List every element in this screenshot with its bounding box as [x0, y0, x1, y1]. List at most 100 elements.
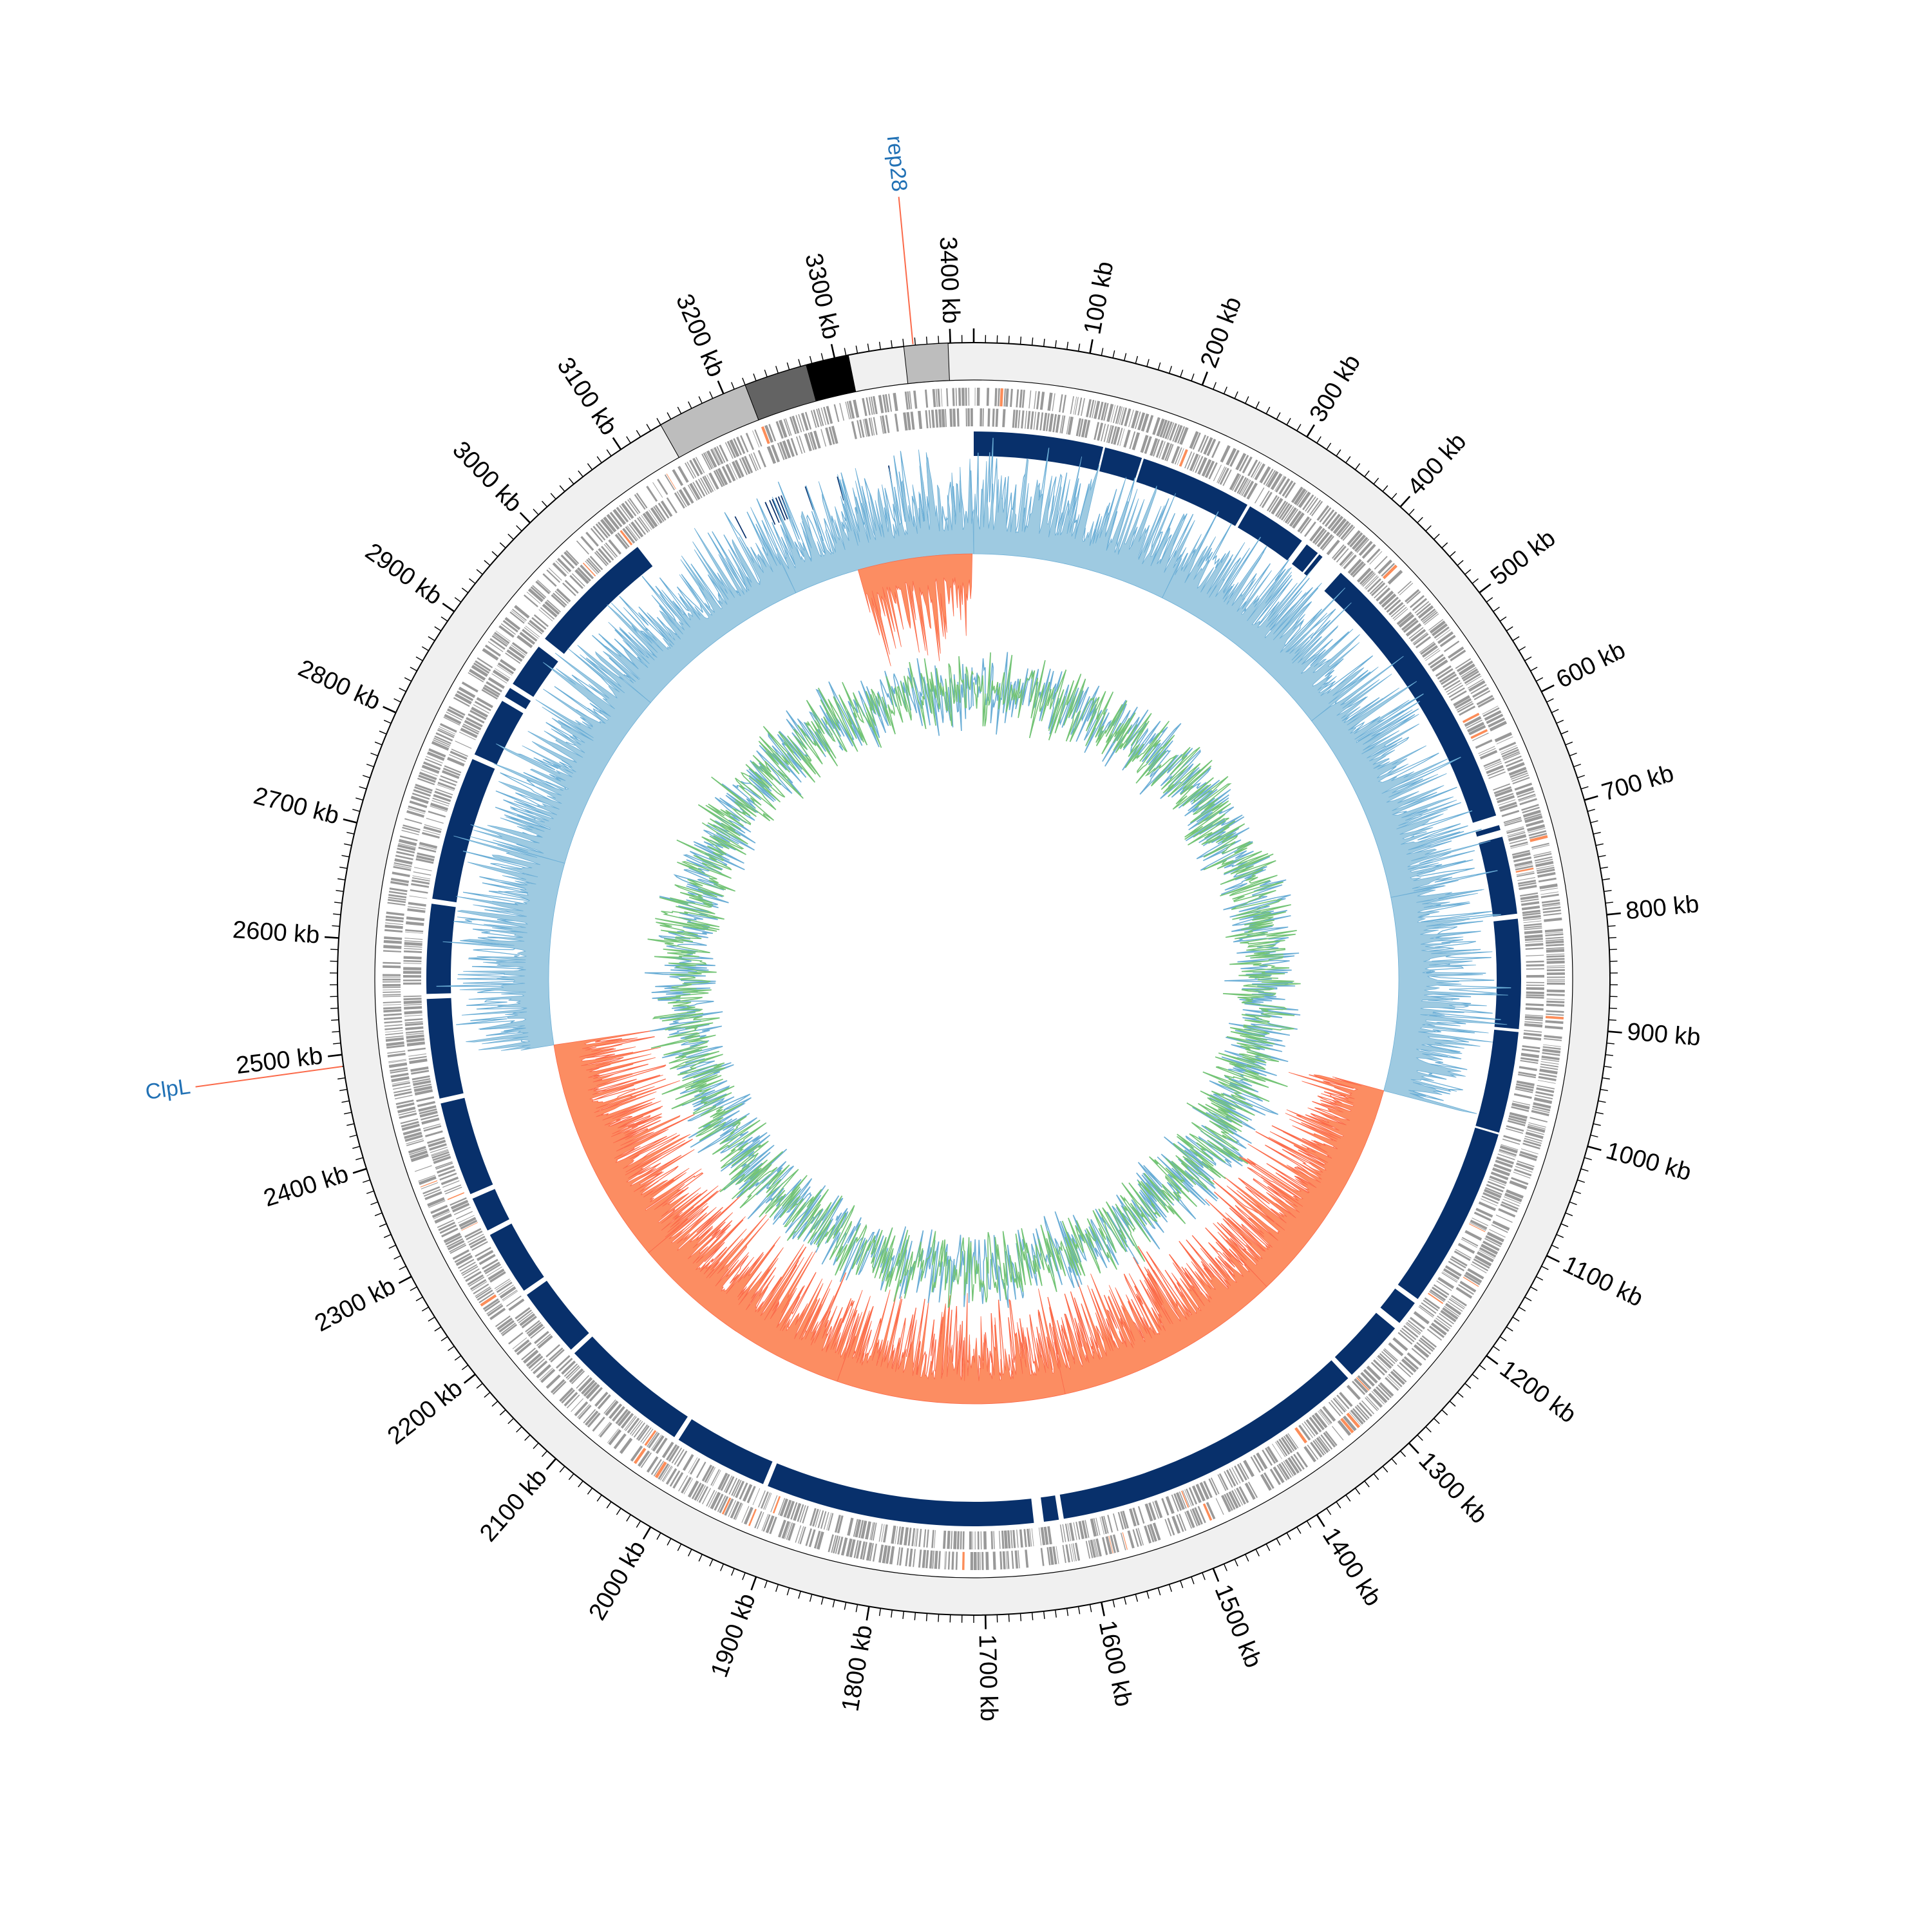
- cds-feature: [384, 1017, 402, 1020]
- cds-feature: [934, 1551, 938, 1569]
- cds-feature: [388, 1062, 408, 1068]
- cds-feature: [1378, 1384, 1392, 1398]
- cds-feature: [1061, 415, 1066, 434]
- scale-tick: [1464, 569, 1472, 575]
- cds-feature: [1464, 1230, 1482, 1241]
- cds-feature: [808, 1529, 816, 1548]
- cds-feature: [462, 725, 479, 735]
- cds-feature: [497, 662, 515, 675]
- cds-feature: [1464, 1274, 1481, 1285]
- cds-feature: [1454, 1250, 1471, 1262]
- scale-tick: [1551, 1244, 1559, 1249]
- cds-feature: [860, 1520, 867, 1539]
- cds-feature: [387, 1050, 406, 1054]
- cds-feature: [1173, 1493, 1182, 1511]
- cds-feature: [388, 1059, 406, 1063]
- cds-feature: [1450, 649, 1466, 662]
- cds-feature: [502, 1289, 518, 1301]
- cds-feature: [812, 1508, 819, 1527]
- scale-tick: [1223, 386, 1227, 394]
- cds-feature: [932, 389, 936, 408]
- cds-feature: [1305, 496, 1316, 512]
- cds-feature: [981, 1551, 984, 1570]
- cds-feature: [1503, 1135, 1521, 1142]
- cds-feature: [1545, 933, 1564, 936]
- cds-feature: [932, 1550, 934, 1569]
- cds-feature: [768, 424, 777, 442]
- cds-feature: [1512, 1101, 1531, 1106]
- cds-feature: [695, 457, 705, 473]
- scale-ticks: [325, 328, 1622, 1629]
- cds-feature: [1498, 1208, 1516, 1218]
- cds-feature: [1366, 1396, 1379, 1410]
- cds-feature: [972, 1531, 973, 1550]
- cds-feature: [431, 741, 450, 751]
- cds-feature: [384, 924, 403, 929]
- cds-feature: [982, 408, 984, 427]
- cds-feature: [382, 981, 401, 983]
- cds-feature: [781, 1520, 790, 1539]
- scale-tick: [1201, 371, 1209, 386]
- cds-feature: [1439, 634, 1456, 647]
- gc-skew-negative: [1205, 1072, 1385, 1287]
- cds-feature: [1356, 1405, 1370, 1419]
- scale-tick: [541, 500, 548, 507]
- cds-feature: [813, 409, 820, 428]
- cds-feature: [1524, 1030, 1542, 1033]
- cds-feature: [962, 1551, 965, 1570]
- cds-feature: [1390, 1370, 1405, 1385]
- cds-feature: [1346, 1412, 1361, 1428]
- cds-feature: [791, 415, 800, 434]
- cds-feature: [654, 1461, 667, 1479]
- homology-block: [1292, 544, 1318, 573]
- scale-tick: [1565, 1212, 1573, 1217]
- cds-feature: [515, 1307, 531, 1320]
- cds-feature: [1287, 1433, 1299, 1449]
- gc-content-track: [644, 652, 1301, 1308]
- scale-tick: [656, 418, 661, 426]
- cds-feature: [440, 1177, 459, 1186]
- cds-feature: [1311, 500, 1323, 516]
- gc-skew-negative: [837, 1288, 1066, 1405]
- scale-tick: [775, 1584, 779, 1592]
- cds-feature: [1476, 695, 1493, 706]
- scale-tick: [415, 656, 423, 661]
- cds-feature: [404, 1014, 422, 1017]
- cds-feature: [1507, 830, 1525, 837]
- cds-feature: [847, 1517, 854, 1536]
- cds-feature: [638, 1450, 650, 1467]
- cds-feature: [826, 1512, 832, 1531]
- cds-feature: [1282, 480, 1294, 497]
- scale-tick: [1606, 1043, 1615, 1045]
- cds-feature: [1528, 1122, 1546, 1128]
- cds-feature: [1513, 1093, 1532, 1099]
- scale-tick: [587, 463, 593, 470]
- cds-feature: [1525, 943, 1544, 947]
- cds-feature: [1002, 409, 1006, 428]
- cds-feature: [990, 1531, 994, 1549]
- cds-feature: [1546, 943, 1564, 947]
- cds-feature: [475, 1286, 491, 1297]
- scale-tick: [949, 328, 951, 343]
- cds-feature: [521, 1316, 537, 1329]
- cds-feature: [1137, 1528, 1144, 1546]
- cds-feature: [940, 388, 943, 407]
- cds-feature: [1146, 415, 1154, 433]
- cds-feature: [548, 567, 562, 581]
- cds-feature: [1467, 1268, 1484, 1280]
- scale-tick: [1493, 1345, 1500, 1351]
- cds-feature: [724, 1498, 734, 1516]
- cds-feature: [1457, 1242, 1475, 1254]
- cds-feature: [1052, 393, 1056, 412]
- cds-feature: [1388, 1342, 1404, 1356]
- cds-feature: [1052, 414, 1057, 433]
- homology-fragment: [769, 500, 780, 523]
- cds-feature: [585, 1410, 599, 1426]
- cds-feature: [545, 1344, 560, 1358]
- cds-feature: [789, 416, 797, 435]
- cds-feature: [849, 1539, 856, 1558]
- cds-feature: [504, 617, 521, 630]
- cds-feature: [1501, 810, 1520, 817]
- cds-feature: [815, 1510, 821, 1528]
- scale-tick: [1607, 1030, 1622, 1034]
